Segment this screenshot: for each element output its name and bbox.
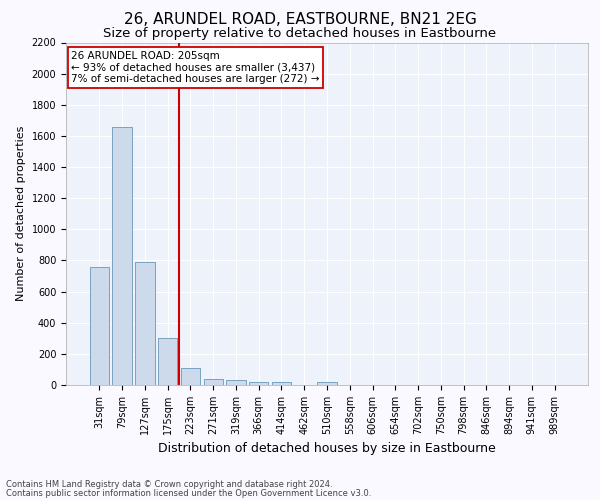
Bar <box>226 380 245 385</box>
Y-axis label: Number of detached properties: Number of detached properties <box>16 126 26 302</box>
Bar <box>158 338 178 385</box>
Bar <box>203 379 223 385</box>
Text: 26, ARUNDEL ROAD, EASTBOURNE, BN21 2EG: 26, ARUNDEL ROAD, EASTBOURNE, BN21 2EG <box>124 12 476 28</box>
Bar <box>135 262 155 385</box>
Bar <box>249 382 268 385</box>
Bar <box>181 368 200 385</box>
Text: Contains HM Land Registry data © Crown copyright and database right 2024.: Contains HM Land Registry data © Crown c… <box>6 480 332 489</box>
Bar <box>112 126 132 385</box>
Text: Size of property relative to detached houses in Eastbourne: Size of property relative to detached ho… <box>103 28 497 40</box>
Bar <box>272 382 291 385</box>
X-axis label: Distribution of detached houses by size in Eastbourne: Distribution of detached houses by size … <box>158 442 496 456</box>
Text: 26 ARUNDEL ROAD: 205sqm
← 93% of detached houses are smaller (3,437)
7% of semi-: 26 ARUNDEL ROAD: 205sqm ← 93% of detache… <box>71 51 320 84</box>
Bar <box>90 266 109 385</box>
Bar <box>317 382 337 385</box>
Text: Contains public sector information licensed under the Open Government Licence v3: Contains public sector information licen… <box>6 488 371 498</box>
